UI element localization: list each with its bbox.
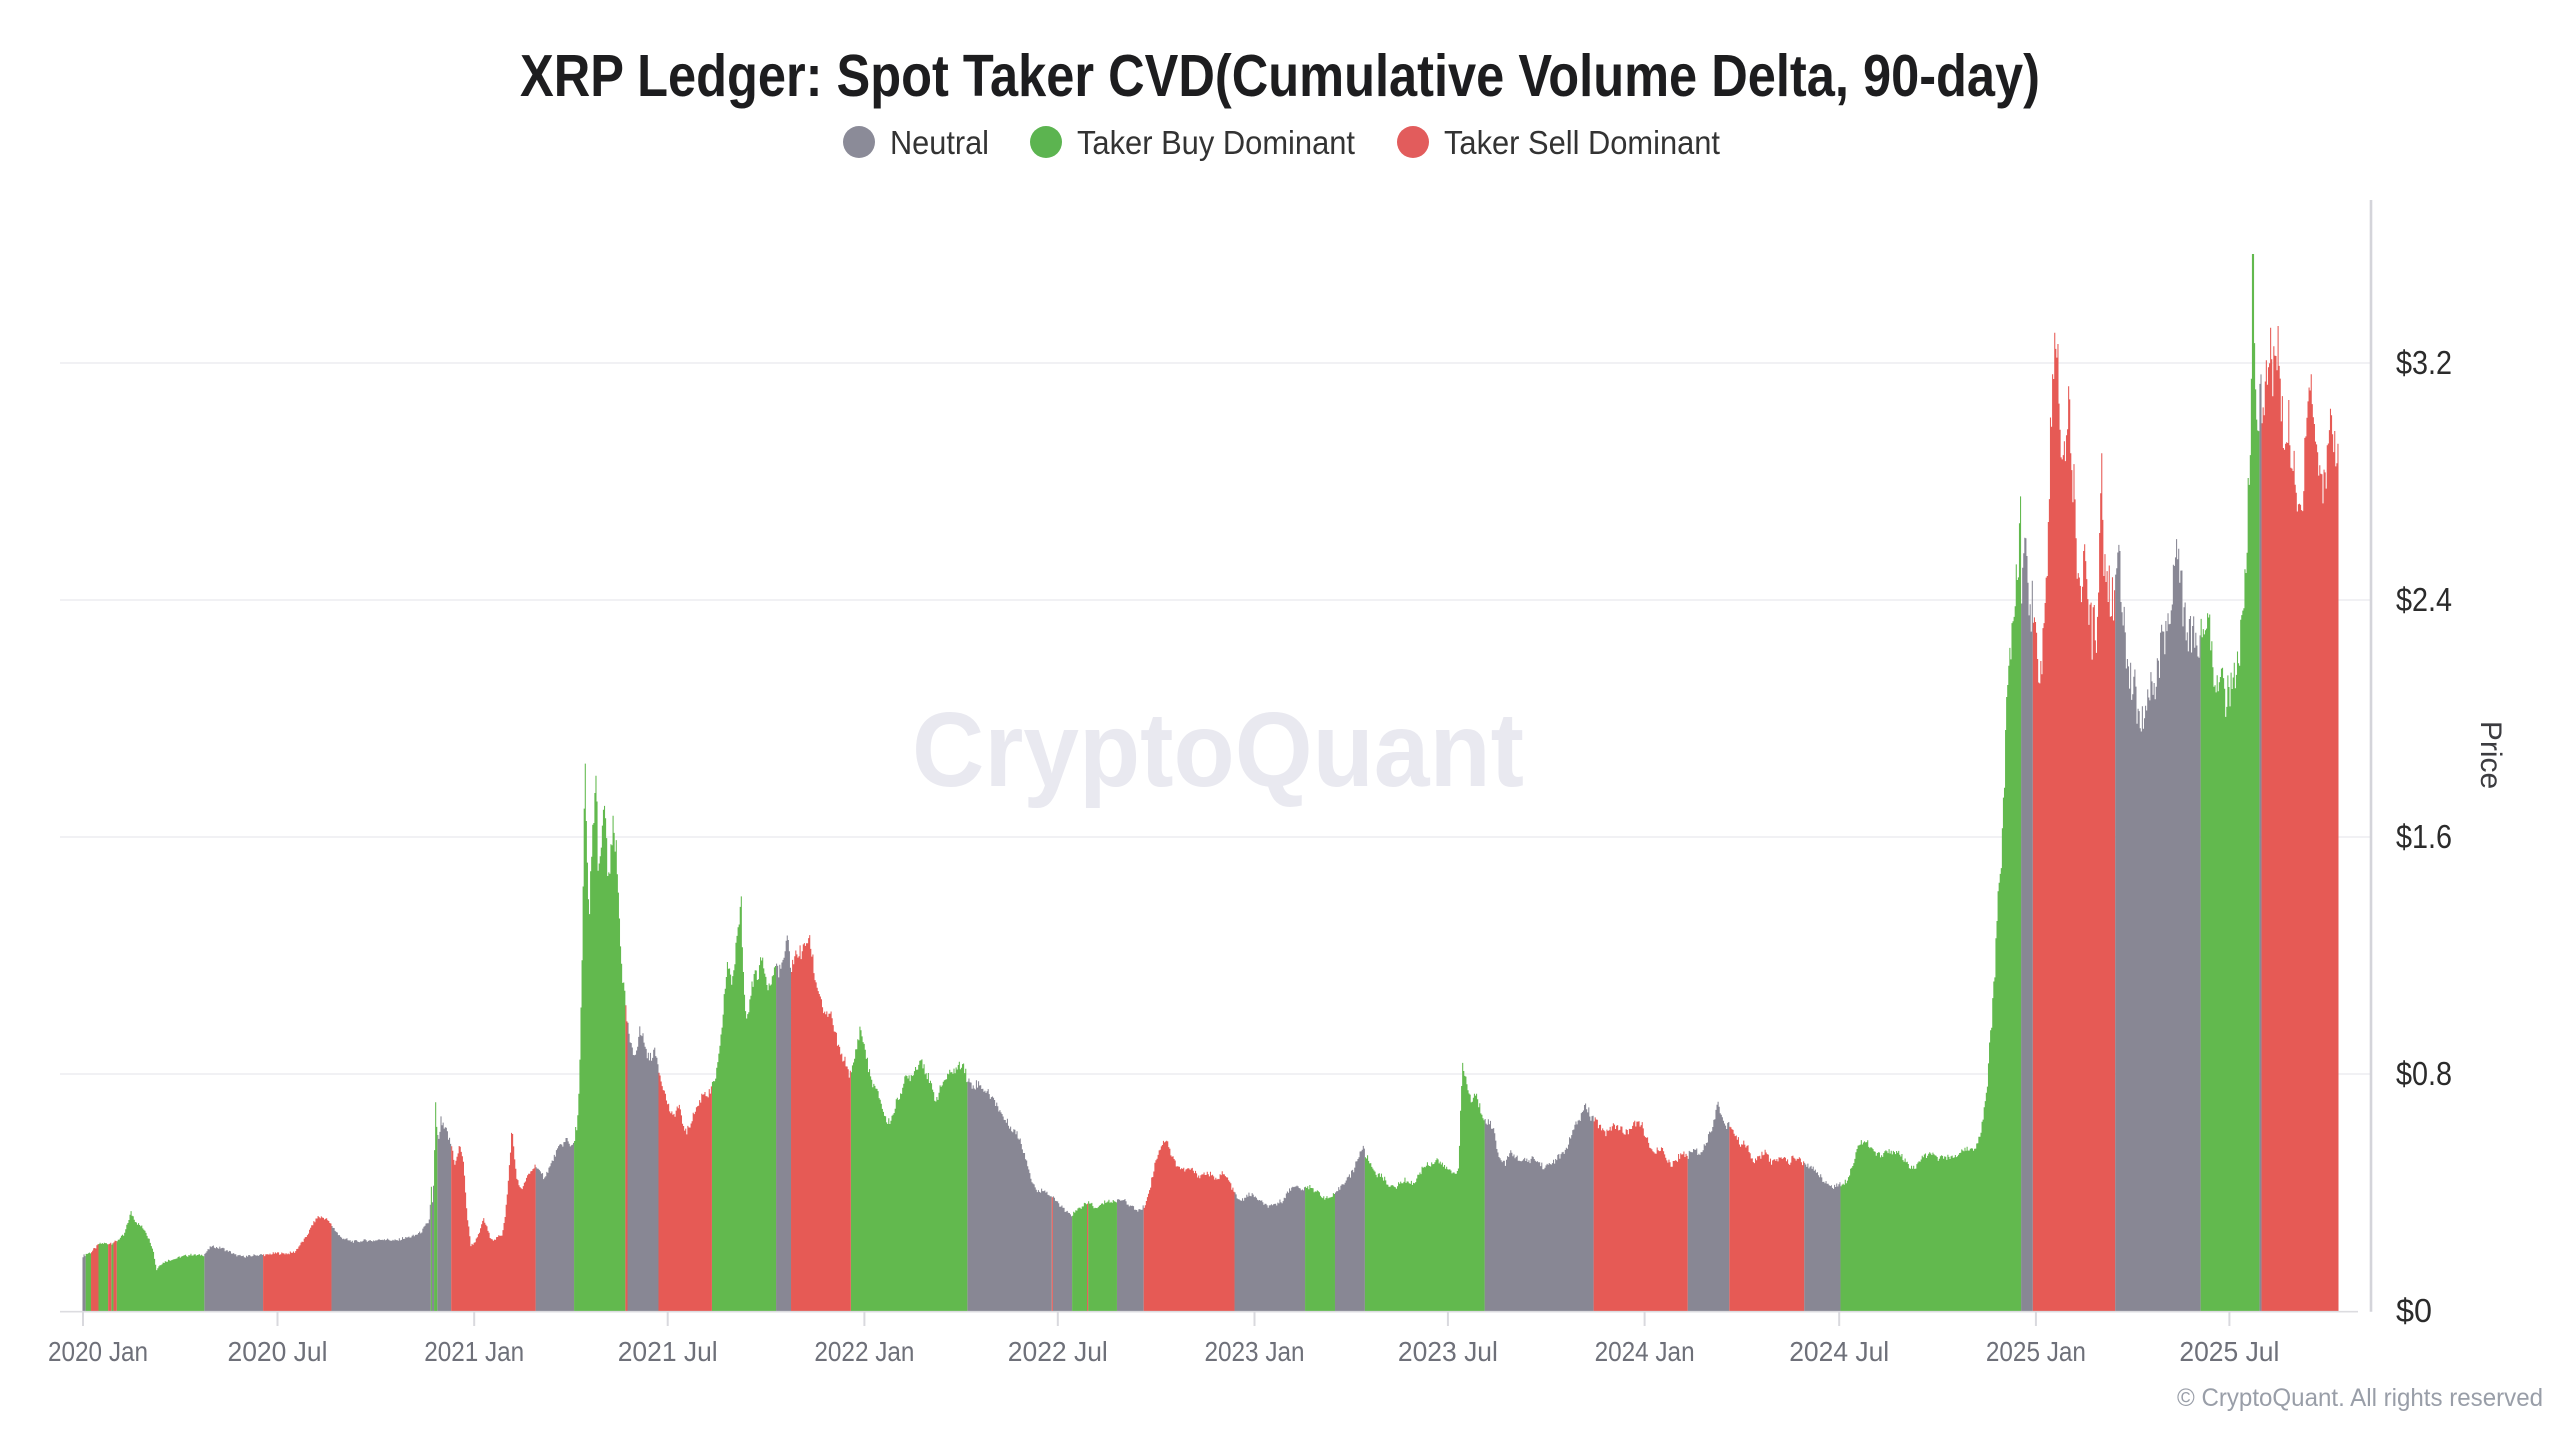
svg-text:$1.6: $1.6 bbox=[2396, 818, 2452, 855]
svg-text:$0: $0 bbox=[2396, 1292, 2432, 1329]
svg-text:$3.2: $3.2 bbox=[2396, 344, 2452, 381]
svg-text:2021 Jan: 2021 Jan bbox=[424, 1336, 524, 1367]
svg-text:2021 Jul: 2021 Jul bbox=[618, 1336, 718, 1367]
svg-text:2024 Jul: 2024 Jul bbox=[1789, 1336, 1889, 1367]
svg-text:$0.8: $0.8 bbox=[2396, 1055, 2452, 1092]
svg-text:2022 Jul: 2022 Jul bbox=[1008, 1336, 1108, 1367]
svg-text:2022 Jan: 2022 Jan bbox=[814, 1336, 914, 1367]
svg-text:XRP Ledger: Spot Taker CVD(Cum: XRP Ledger: Spot Taker CVD(Cumulative Vo… bbox=[520, 43, 2040, 109]
svg-text:Neutral: Neutral bbox=[890, 124, 989, 161]
svg-text:2024 Jan: 2024 Jan bbox=[1595, 1336, 1695, 1367]
svg-text:2020 Jul: 2020 Jul bbox=[228, 1336, 328, 1367]
svg-text:2020 Jan: 2020 Jan bbox=[48, 1336, 148, 1367]
svg-text:© CryptoQuant. All rights rese: © CryptoQuant. All rights reserved bbox=[2177, 1384, 2543, 1412]
svg-text:2025 Jul: 2025 Jul bbox=[2179, 1336, 2279, 1367]
svg-text:2023 Jan: 2023 Jan bbox=[1205, 1336, 1305, 1367]
svg-text:Taker Sell Dominant: Taker Sell Dominant bbox=[1444, 124, 1720, 161]
svg-text:2023 Jul: 2023 Jul bbox=[1398, 1336, 1498, 1367]
svg-text:CryptoQuant: CryptoQuant bbox=[912, 691, 1524, 809]
svg-text:Taker Buy Dominant: Taker Buy Dominant bbox=[1077, 124, 1355, 161]
svg-text:2025 Jan: 2025 Jan bbox=[1986, 1336, 2086, 1367]
svg-text:$2.4: $2.4 bbox=[2396, 581, 2452, 618]
svg-text:Price: Price bbox=[2474, 721, 2507, 789]
